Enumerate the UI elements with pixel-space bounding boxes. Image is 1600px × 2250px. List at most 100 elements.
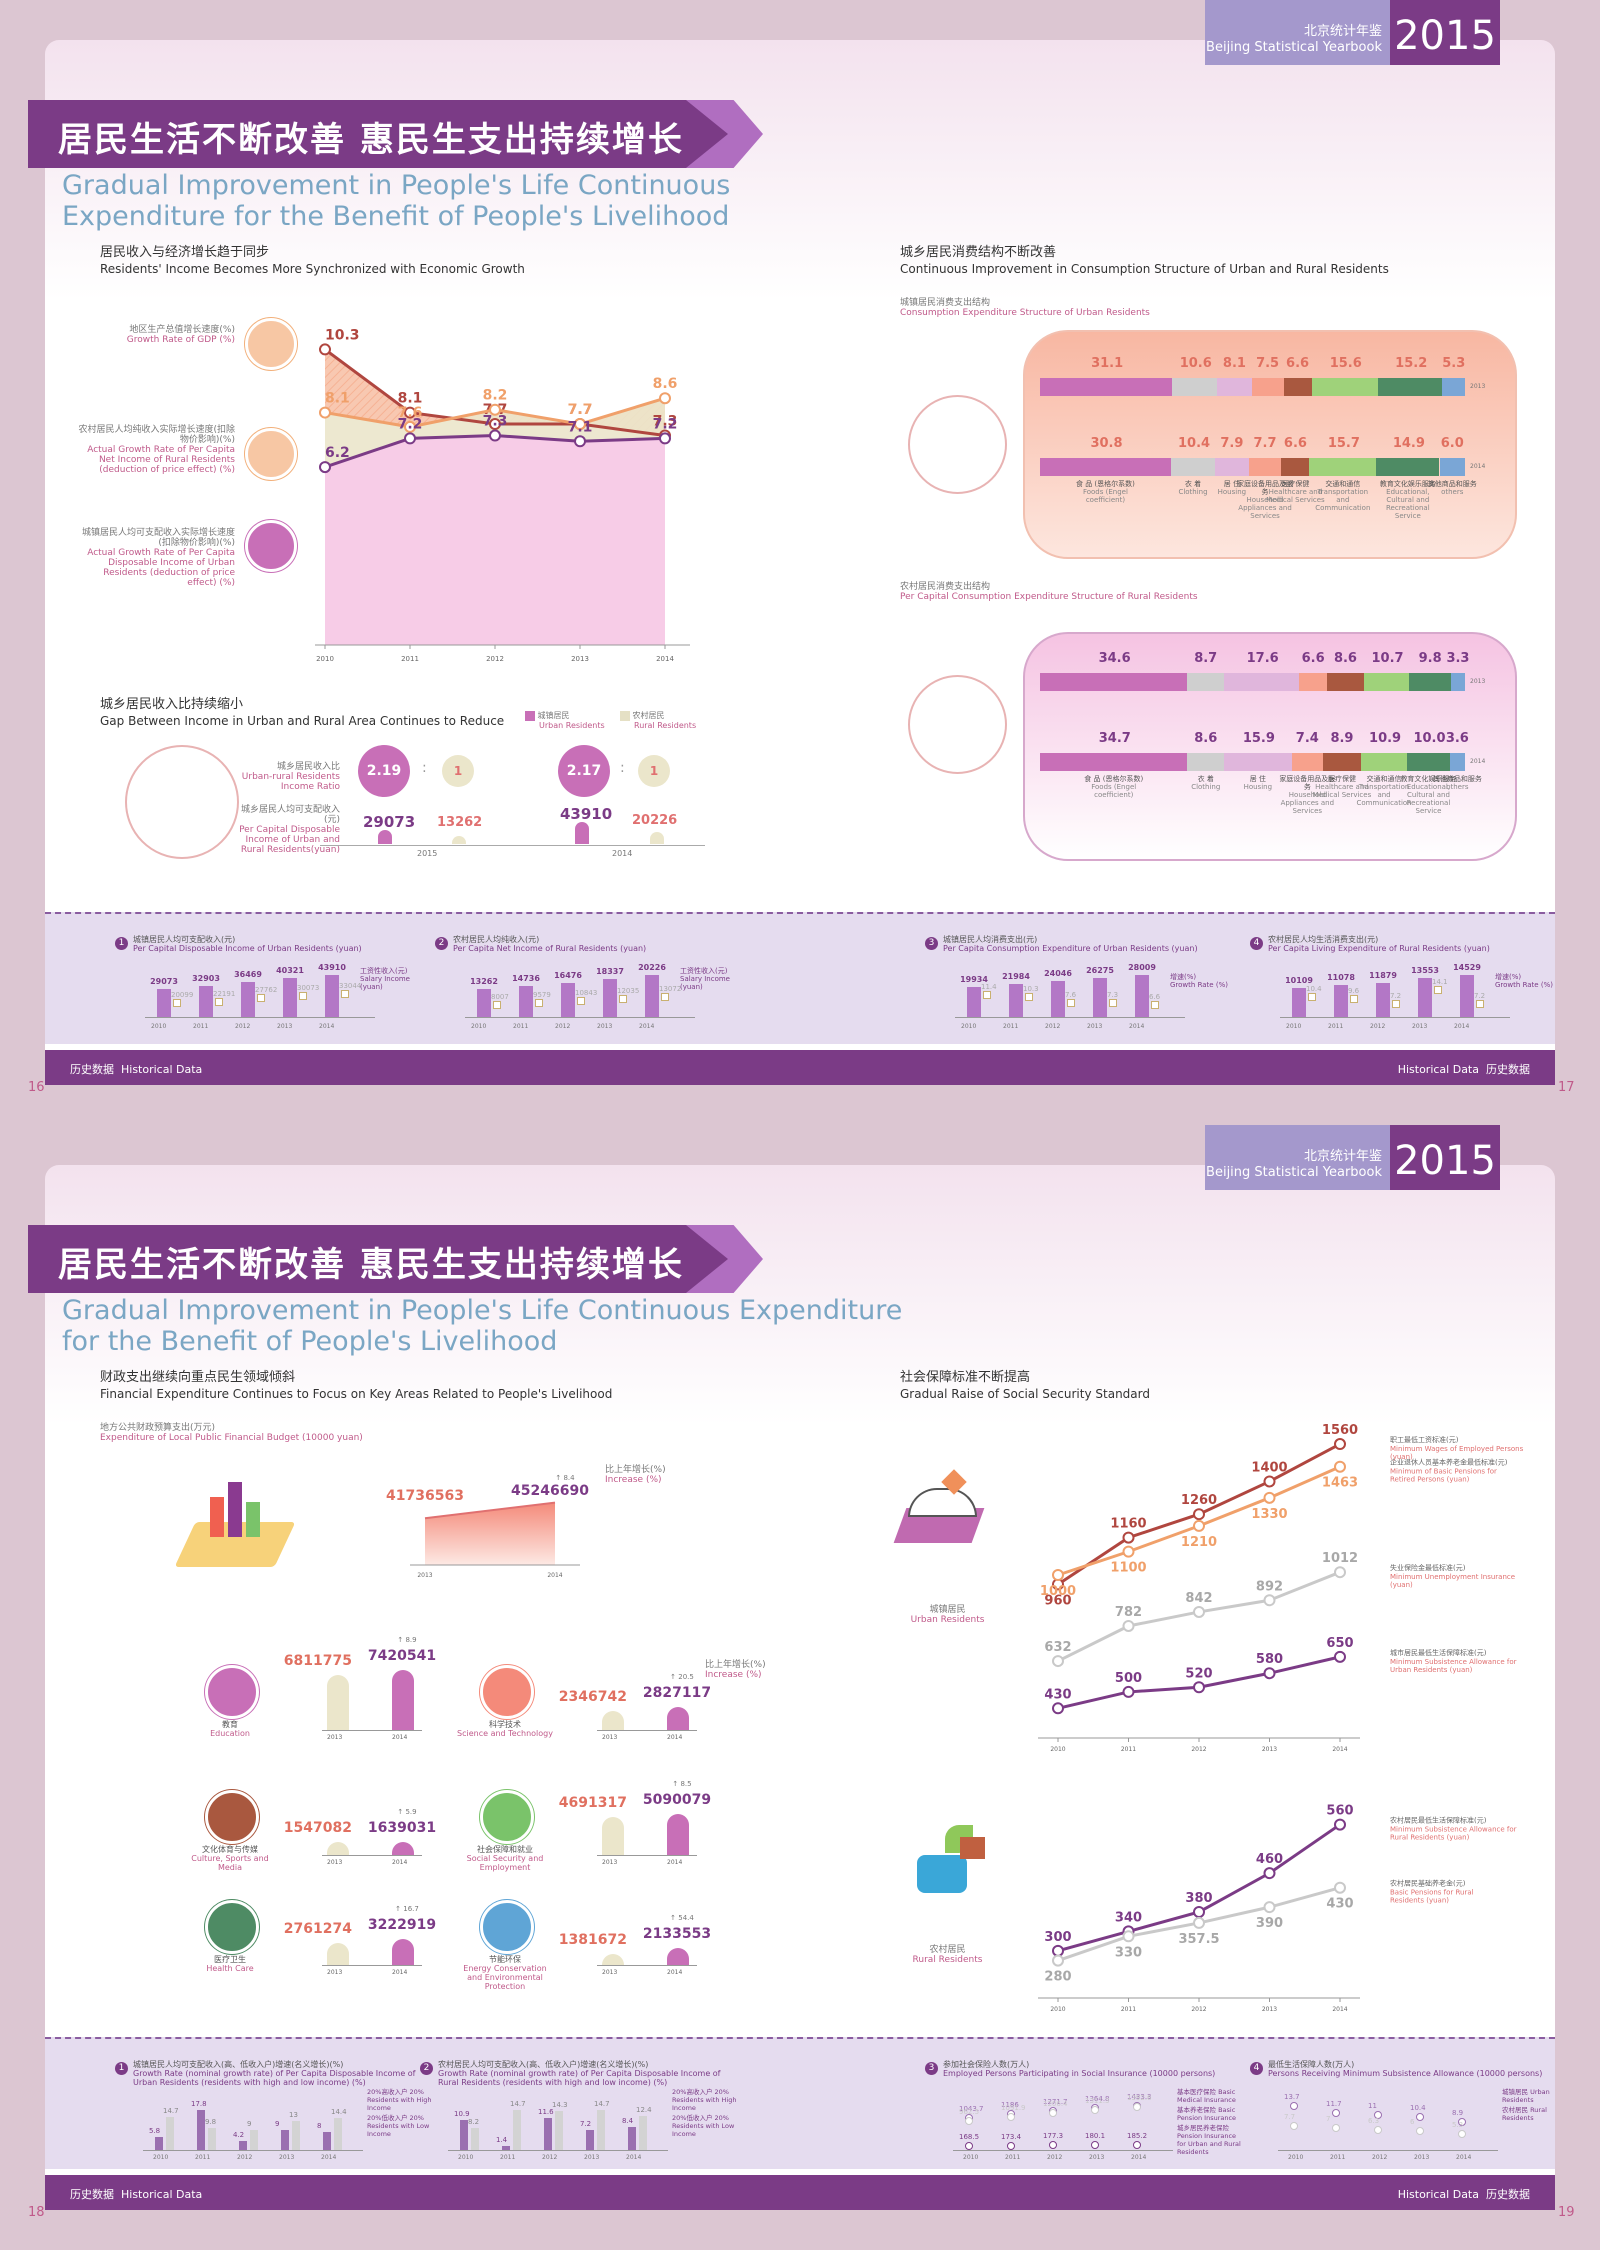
x-tick-label: 2013 [1262, 2006, 1277, 2013]
hist-year: 2014 [639, 1023, 655, 1030]
legend-rural: 农村居民 Rural Residents [620, 710, 696, 730]
chart-number: 2 [435, 937, 448, 950]
structure-year: 2013 [1470, 383, 1486, 390]
chart-title-zh: 参加社会保险人数(万人) [943, 2060, 1030, 2069]
hist-year: 2012 [542, 2154, 558, 2161]
item-value-2014: 5090079 [642, 1791, 712, 1808]
hist-year: 2011 [1003, 1023, 1019, 1030]
legend-zh: 增速(%) [1495, 973, 1522, 981]
data-label: 8.1 [325, 391, 350, 407]
category-label: 居 住 Housing [1202, 480, 1262, 496]
label-rural: 农村居民人均纯收入实际增长速度(扣除物价影响)(%) Actual Growth… [78, 425, 235, 475]
structure-value: 8.7 [1194, 651, 1218, 666]
hist-line-label: 7.2 [1474, 991, 1486, 1000]
badge-zh: 北京统计年鉴 [1303, 24, 1382, 39]
ss-point [1263, 1667, 1276, 1680]
item-year: 2014 [392, 1969, 408, 1976]
hist-bar-a [239, 2140, 247, 2150]
hist-bar-b [208, 2127, 216, 2150]
hist-line-label: 33044 [339, 981, 362, 990]
item-value-2014: 2133553 [642, 1925, 712, 1942]
item-growth: ↑ 8.9 [397, 1635, 417, 1644]
hist-label-b: 13 [289, 2110, 298, 2119]
structure-segment [1187, 673, 1225, 691]
hist-line-label: 13072 [659, 985, 682, 994]
hist-bar-label: 19934 [960, 975, 988, 985]
item-label: 医疗卫生 Health Care [180, 1955, 280, 1973]
hist-year: 2014 [319, 1023, 335, 1030]
item-bar-2014 [667, 1947, 689, 1965]
item-year: 2014 [392, 1859, 408, 1866]
x-tick-label: 2013 [417, 1572, 432, 1579]
hist-point [1133, 2103, 1141, 2112]
category-label: 衣 着 Clothing [1163, 480, 1223, 496]
hist-point [1374, 2110, 1382, 2119]
category-zh: 教育文化娱乐服务 [1400, 775, 1457, 783]
category-label: 医疗保健 Healthcare and Medical Services [1265, 480, 1325, 504]
hist-bar [603, 978, 617, 1017]
hist-bar-b [597, 2110, 605, 2150]
rural-people-icon [908, 675, 1007, 774]
bar-rural-2015 [452, 836, 466, 844]
legend-entry: 20%高收入户 20% Residents with High Income [672, 2088, 737, 2112]
item-zh: 医疗卫生 [214, 1955, 246, 1964]
label-increase: 比上年增长(%) Increase (%) [605, 1465, 666, 1485]
ss-value: 1330 [1251, 1507, 1287, 1522]
legend-en: Growth Rate (%) [1170, 981, 1228, 989]
hist-point-label: 5.3 [1452, 2120, 1464, 2129]
hist-bar-label: 36469 [234, 970, 262, 980]
year-2014: 2014 [612, 849, 633, 858]
hist-legend: 工资性收入(元) Salary Income (yuan) [360, 967, 430, 991]
hist-label-a: 17.8 [191, 2100, 207, 2108]
ss-point [1052, 1569, 1064, 1581]
historical-chart-4: 4 最低生活保障人数(万人) Persons Receiving Minimum S… [1250, 2060, 1550, 2170]
ss-value: 1012 [1322, 1551, 1358, 1566]
ss-point [1122, 1685, 1135, 1698]
hist-point-label: 7 [1326, 2115, 1331, 2123]
ss-value: 1463 [1322, 1476, 1358, 1491]
data-point [404, 432, 416, 445]
hist-bar-label: 32903 [192, 973, 220, 983]
structure-value: 8.9 [1330, 731, 1354, 746]
data-point [574, 435, 586, 448]
legend-entry: 城乡居民养老保险 Pension Insurance for Urban and… [1177, 2124, 1241, 2156]
watering-can-icon [905, 1815, 985, 1900]
structure-segment [1172, 378, 1218, 396]
hist-line-point [215, 997, 223, 1006]
ss-value: 560 [1326, 1804, 1353, 1819]
hist-bar-b [513, 2110, 521, 2150]
hist-bar-label: 10109 [1285, 975, 1313, 985]
axis-line [320, 845, 705, 846]
item-bar-2014 [392, 1669, 414, 1730]
chart-number: 2 [420, 2062, 433, 2075]
rural-structure-box [1023, 632, 1517, 861]
item-year: 2014 [667, 1734, 683, 1741]
hist-point-label: 7.7 [1284, 2112, 1296, 2121]
legend-zh: 增速(%) [1170, 973, 1197, 981]
chart-title-en: Per Capita Living Expenditure of Rural R… [1268, 944, 1490, 953]
budget-book-icon [174, 1477, 296, 1577]
chart-number: 4 [1250, 937, 1263, 950]
legend-entry: 农村居民 Rural Residents [1502, 2106, 1547, 2122]
chart-title: 城镇居民人均可支配收入(元) Per Capital Disposable Inc… [133, 935, 423, 953]
chart-title: 农村居民人均生活消费支出(元) Per Capita Living Expendi… [1268, 935, 1558, 953]
structure-value: 8.6 [1333, 651, 1357, 666]
hist-label-a: 7.2 [580, 2120, 592, 2129]
hist-bar [1460, 975, 1474, 1017]
hist-label-b: 14.7 [594, 2100, 610, 2108]
chart-title: 城镇居民人均消费支出(元) Per Capita Consumption Expe… [943, 935, 1233, 953]
category-en: Clothing [1178, 488, 1208, 496]
item-growth: ↑ 20.5 [670, 1673, 694, 1682]
legend-entry: 基本养老保险 Basic Pension Insurance [1177, 2106, 1237, 2122]
item-bar-2013 [602, 1710, 624, 1730]
item-value-2014: 3222919 [367, 1916, 437, 1933]
urban-people-icon [908, 395, 1007, 494]
chart-title-en: Persons Receiving Minimum Subsistence Al… [1268, 2069, 1543, 2078]
data-point [319, 406, 331, 419]
page-number-right: 17 [1558, 1080, 1575, 1095]
item-en: Education [210, 1729, 250, 1738]
section-income-growth: 居民收入与经济增长趋于同步 Residents' Income Becomes … [100, 245, 525, 276]
item-axis [322, 1855, 422, 1856]
category-en: Foods (Engel coefficient) [1082, 488, 1128, 504]
hist-line-point [1392, 999, 1400, 1008]
